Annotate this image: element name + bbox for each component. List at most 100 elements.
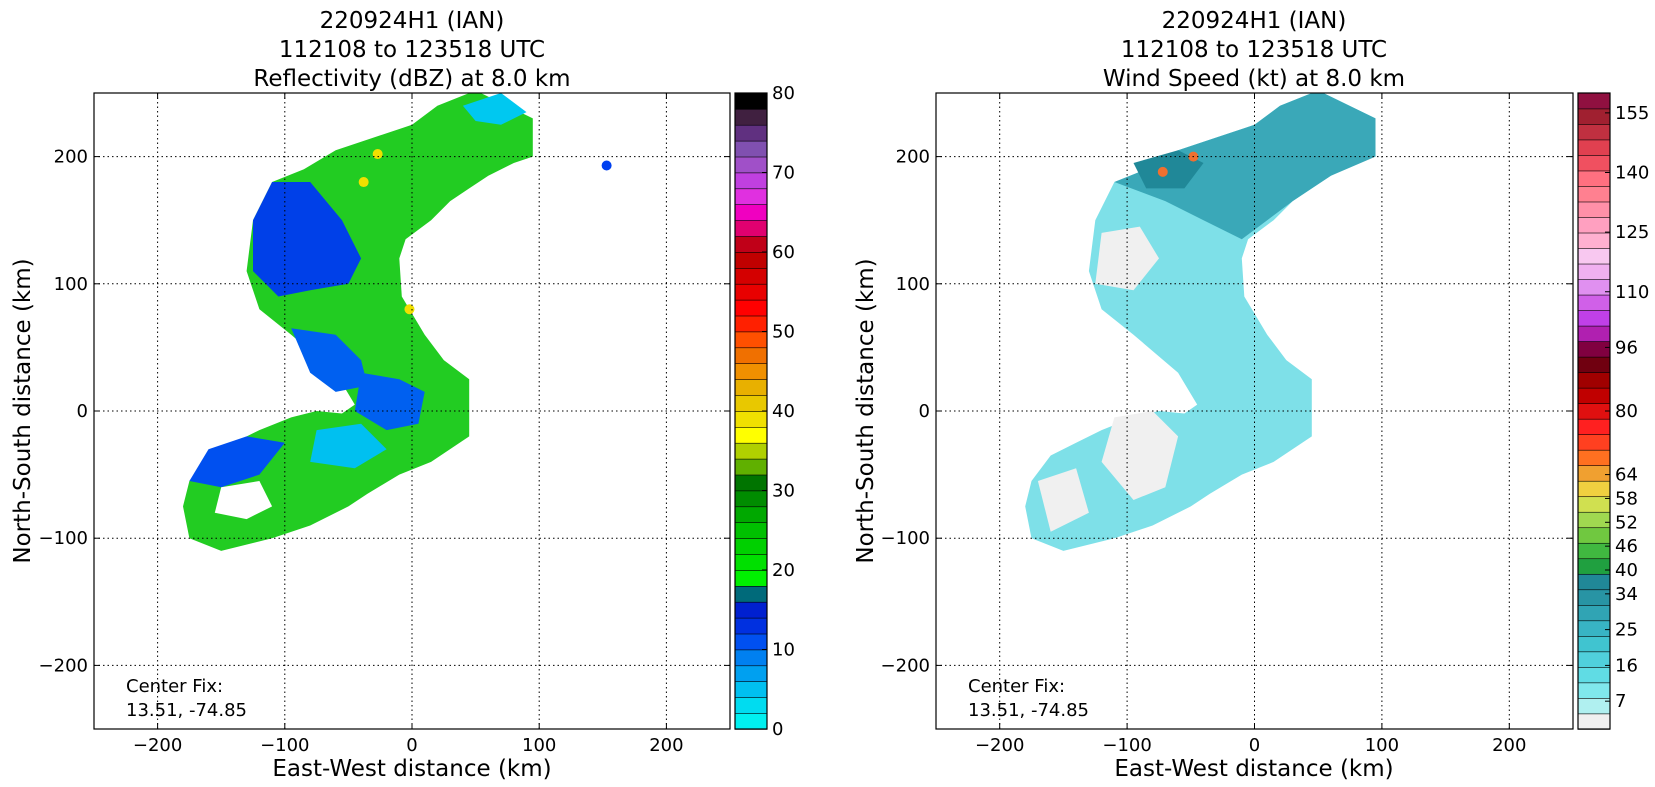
- field-region-5: [214, 481, 273, 520]
- colorbar-segment: [1577, 713, 1611, 730]
- field-region-7: [462, 93, 527, 125]
- x-tick-label: −200: [133, 735, 182, 756]
- field-hotspot-3: [601, 160, 612, 171]
- colorbar-tick-label: 30: [772, 481, 795, 502]
- colorbar-segment: [734, 633, 768, 651]
- colorbar-segment: [734, 331, 768, 349]
- field-region-4: [1101, 411, 1179, 500]
- colorbar-tick-label: 140: [1615, 163, 1649, 184]
- colorbar-segment: [1577, 666, 1611, 684]
- colorbar-segment: [734, 172, 768, 190]
- colorbar-segment: [1577, 294, 1611, 311]
- y-tick-label: 100: [54, 274, 88, 295]
- colorbar-tick-label: 80: [772, 83, 795, 104]
- field-hotspot-1: [1157, 166, 1168, 177]
- y-tick-label: −100: [881, 528, 930, 549]
- colorbar-tick-label: 0: [772, 719, 783, 740]
- colorbar-segment: [734, 156, 768, 174]
- colorbar-segment: [734, 108, 768, 126]
- colorbar-segment: [734, 553, 768, 571]
- colorbar-segment: [734, 506, 768, 523]
- center-fix-value: 13.51, -74.85: [968, 700, 1089, 721]
- y-tick-label: 200: [896, 147, 930, 168]
- colorbar-segment: [1577, 589, 1611, 606]
- colorbar-tick-label: 52: [1615, 512, 1638, 533]
- panel-title-line-1: 220924H1 (IAN): [1162, 8, 1347, 34]
- colorbar-segment: [1577, 185, 1611, 203]
- field-hotspot-2: [404, 304, 415, 315]
- axis-ticks: −200 −100 0 100 200 −200 −100 0 100 200: [881, 93, 1573, 756]
- colorbar-segment: [1577, 201, 1611, 218]
- colorbar-segment: [734, 378, 768, 396]
- colorbar-tick-label: 70: [772, 163, 795, 184]
- field-hotspot-1: [372, 149, 383, 160]
- colorbar-segment: [734, 362, 768, 380]
- x-tick-label: −200: [975, 735, 1024, 756]
- colorbar-segment: [734, 537, 768, 555]
- colorbar-segment: [734, 267, 768, 285]
- colorbar-segment: [1577, 139, 1611, 156]
- colorbar-tick-label: 110: [1615, 282, 1649, 303]
- center-fix-value: 13.51, -74.85: [126, 700, 247, 721]
- colorbar-segment: [1577, 433, 1611, 451]
- field-region-1: [253, 182, 362, 297]
- colorbar-segment: [1577, 278, 1611, 296]
- reflectivity-colorbar: 0 10 20 30 40 50 60 70 80: [734, 83, 795, 740]
- colorbar-segment: [734, 712, 768, 730]
- colorbar-segment: [734, 665, 768, 683]
- y-tick-label: −200: [881, 655, 930, 676]
- colorbar-segment: [1577, 371, 1611, 389]
- colorbar-segment: [734, 92, 768, 110]
- y-tick-label: −100: [39, 528, 88, 549]
- colorbar-segment: [734, 649, 768, 667]
- y-axis-label: North-South distance (km): [853, 258, 879, 563]
- x-tick-label: −100: [260, 735, 309, 756]
- field-region-4: [189, 436, 285, 488]
- colorbar-tick-label: 125: [1615, 222, 1649, 243]
- axis-ticks: −200 −100 0 100 200 −200 −100 0 100 200: [39, 93, 730, 756]
- colorbar-segment: [1577, 154, 1611, 172]
- colorbar-segment: [1577, 247, 1611, 265]
- field-region-2: [1133, 150, 1204, 189]
- colorbar-segment: [1577, 123, 1611, 141]
- panel-title-line-1: 220924H1 (IAN): [320, 8, 505, 34]
- colorbar-segment: [734, 347, 768, 364]
- colorbar-segment: [734, 394, 768, 412]
- center-fix-label: Center Fix:: [126, 676, 223, 697]
- colorbar-segment: [1577, 340, 1611, 358]
- colorbar-segment: [734, 299, 768, 317]
- field-region-3: [1095, 226, 1159, 291]
- colorbar-segment: [1577, 464, 1611, 482]
- colorbar-segment: [734, 124, 768, 142]
- colorbar-segment: [1577, 232, 1611, 249]
- field-region-3: [354, 372, 425, 431]
- panel-title-line-2: 112108 to 123518 UTC: [1121, 37, 1387, 63]
- colorbar-segment: [734, 442, 768, 460]
- y-tick-label: 200: [54, 147, 88, 168]
- colorbar-segment: [1577, 325, 1611, 342]
- reflectivity-field: [183, 93, 612, 551]
- y-tick-label: 0: [919, 401, 930, 422]
- x-axis-label: East-West distance (km): [1114, 756, 1393, 782]
- x-tick-label: 0: [406, 735, 417, 756]
- colorbar-segment: [1577, 542, 1611, 560]
- colorbar-tick-label: 16: [1615, 655, 1638, 676]
- colorbar-tick-label: 46: [1615, 536, 1638, 557]
- colorbar-segment: [1577, 309, 1611, 327]
- colorbar-segment: [734, 474, 768, 492]
- colorbar-tick-label: 80: [1615, 401, 1638, 422]
- colorbar-tick-label: 10: [772, 640, 795, 661]
- colorbar-segment: [734, 569, 768, 587]
- x-tick-label: 100: [1365, 735, 1399, 756]
- colorbar-segment: [1577, 558, 1611, 575]
- colorbar-segment: [734, 696, 768, 714]
- colorbar-segment: [734, 283, 768, 301]
- colorbar-segment: [1577, 216, 1611, 234]
- colorbar-tick-label: 64: [1615, 465, 1638, 486]
- colorbar-segment: [734, 315, 768, 333]
- x-tick-label: 0: [1249, 735, 1260, 756]
- colorbar-segment: [734, 251, 768, 269]
- colorbar-segment: [734, 410, 768, 428]
- x-axis-label: East-West distance (km): [272, 756, 551, 782]
- y-tick-label: 100: [896, 274, 930, 295]
